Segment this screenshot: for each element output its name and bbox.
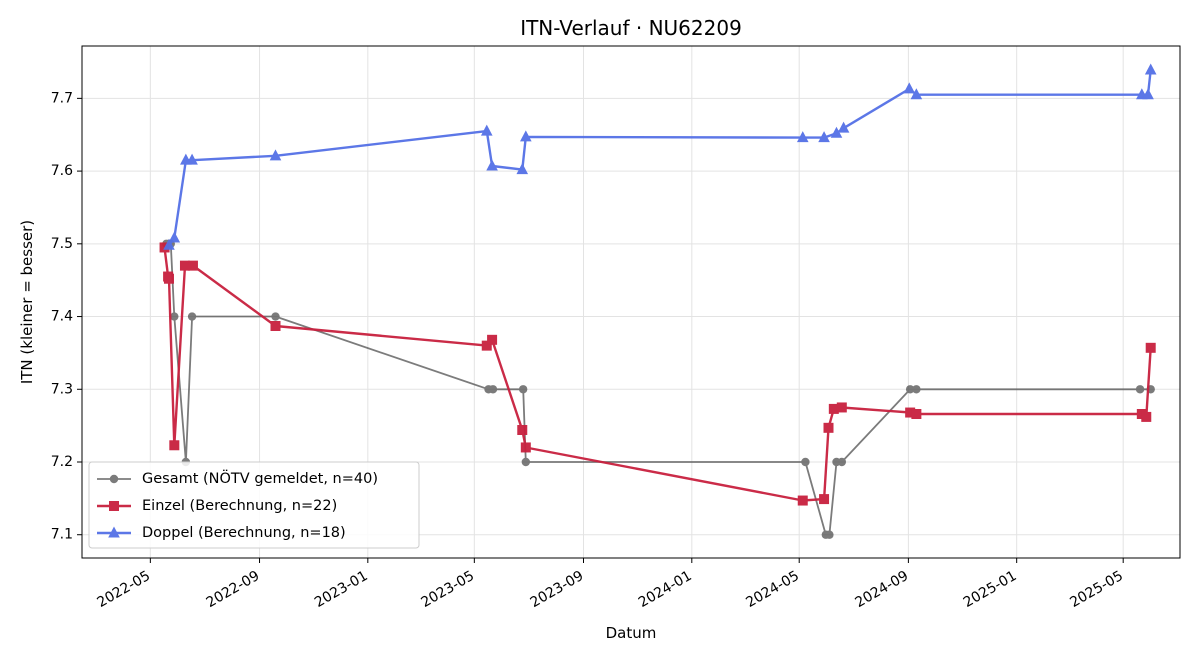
data-point	[187, 312, 197, 321]
data-point	[520, 130, 532, 142]
chart-title: ITN-Verlauf · NU62209	[520, 16, 742, 40]
data-point	[801, 457, 810, 467]
series-square-group	[159, 242, 1156, 506]
data-point	[1135, 385, 1145, 394]
data-point	[836, 402, 847, 413]
data-point	[269, 149, 282, 161]
legend-entry	[97, 474, 131, 484]
data-point	[1141, 411, 1152, 422]
data-point	[270, 321, 281, 331]
data-point	[818, 131, 830, 143]
data-point	[828, 403, 839, 414]
data-point	[480, 124, 493, 136]
data-point	[169, 440, 180, 451]
data-point	[905, 407, 916, 418]
data-point	[797, 495, 808, 506]
data-point	[170, 312, 179, 321]
data-point	[516, 163, 529, 175]
data-point	[903, 82, 916, 94]
y-tick-label: 7.4	[51, 309, 73, 325]
data-point	[186, 153, 198, 165]
data-point	[179, 260, 190, 271]
y-tick-label: 7.1	[51, 527, 73, 543]
data-point	[168, 231, 181, 243]
data-point	[837, 457, 847, 467]
data-point	[910, 88, 923, 100]
data-point	[912, 385, 921, 394]
legend-entry	[97, 526, 131, 538]
data-point	[819, 494, 830, 505]
data-point	[187, 260, 198, 271]
y-axis-label: ITN (kleiner = besser)	[18, 220, 36, 384]
legend-marker	[109, 474, 119, 484]
legend-label: Gesamt (NÖTV gemeldet, n=40)	[142, 469, 378, 487]
legend-box	[88, 461, 420, 549]
series-layer	[159, 63, 1157, 539]
data-point	[481, 340, 492, 351]
data-point	[1144, 63, 1157, 75]
data-point	[521, 457, 531, 467]
data-point	[825, 530, 834, 539]
data-point	[823, 422, 834, 433]
data-point	[796, 131, 809, 143]
data-point	[488, 385, 498, 394]
legend-marker	[108, 526, 120, 538]
data-point	[830, 126, 843, 138]
y-tick-label: 7.6	[51, 163, 73, 179]
legend-label: Einzel (Berechnung, n=22)	[142, 498, 337, 514]
data-point	[905, 385, 915, 394]
data-point	[520, 442, 531, 453]
y-tick-label: 7.7	[51, 90, 73, 106]
legend-marker	[109, 501, 119, 511]
data-point	[911, 409, 922, 419]
series-triangle-group	[163, 63, 1157, 250]
legend-entry	[97, 501, 131, 511]
legend: Gesamt (NÖTV gemeldet, n=40) Einzel (Bere…	[88, 461, 420, 549]
data-point	[487, 334, 498, 345]
y-tick-label: 7.2	[51, 454, 73, 470]
data-point	[1145, 342, 1156, 353]
plot-frame	[81, 45, 1181, 559]
data-point	[163, 238, 175, 250]
data-point	[271, 312, 280, 321]
data-point	[163, 273, 174, 284]
data-point	[517, 425, 528, 435]
data-point	[837, 121, 850, 133]
data-point	[518, 385, 528, 394]
grid	[82, 46, 1180, 558]
data-point	[486, 159, 498, 171]
x-axis-label: Datum	[606, 624, 657, 642]
y-tick-label: 7.3	[51, 381, 73, 397]
data-point	[1142, 88, 1154, 100]
legend-label: Doppel (Berechnung, n=18)	[142, 525, 346, 541]
y-tick-label: 7.5	[51, 236, 73, 252]
